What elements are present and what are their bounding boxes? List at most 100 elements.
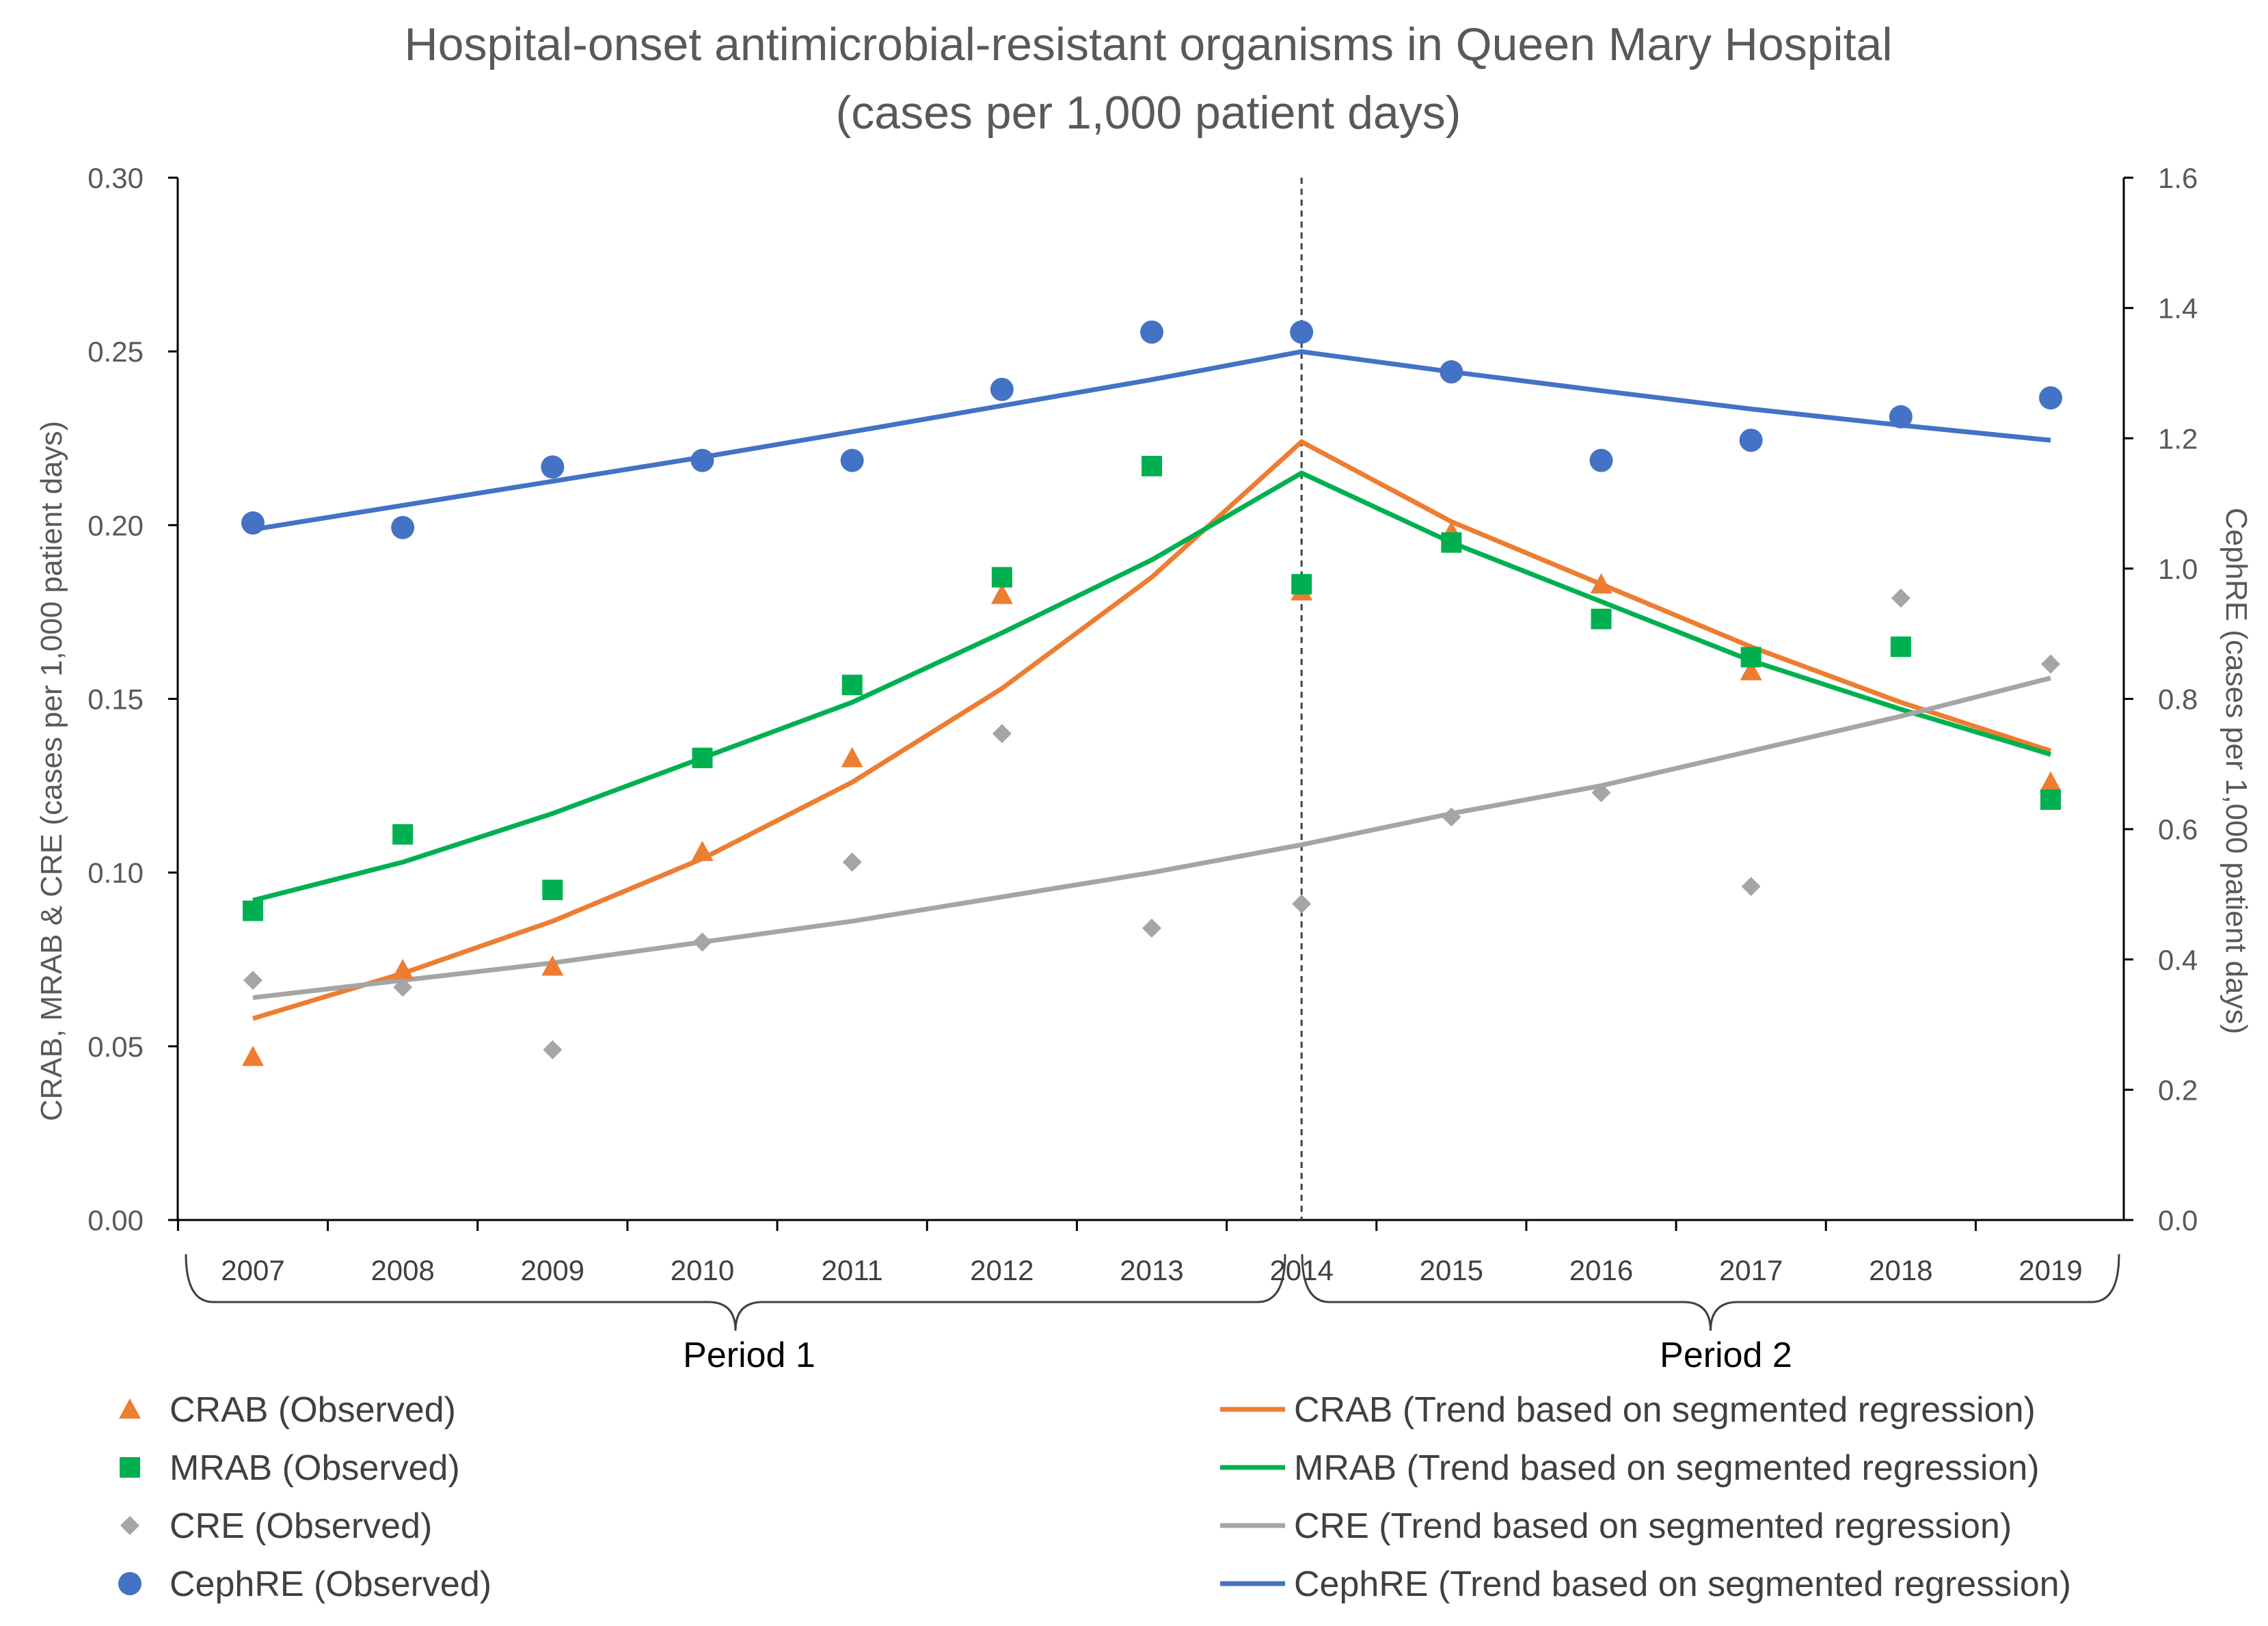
x-tick-label: 2011 <box>822 1254 883 1286</box>
cephre-observed-point <box>1739 429 1763 452</box>
chart-title-line1: Hospital-onset antimicrobial-resistant o… <box>405 18 1893 70</box>
cre-observed-point <box>1292 894 1312 914</box>
x-tick-label: 2013 <box>1120 1254 1183 1286</box>
y-left-tick-label: 0.25 <box>87 336 144 368</box>
cephre-trend-line <box>252 349 2051 532</box>
y-right-tick-label: 0.6 <box>2158 813 2198 845</box>
mrab-observed-point <box>1890 636 1911 658</box>
y-right-tick-label: 1.0 <box>2158 553 2198 585</box>
crab-trend-line <box>252 439 2052 1021</box>
cephre-observed-point <box>990 377 1014 401</box>
y-right-tick-label: 0.4 <box>2158 944 2198 976</box>
cre-observed-point <box>692 932 712 952</box>
mrab-observed-point <box>1441 532 1462 553</box>
cre-observed-point <box>543 1040 563 1059</box>
legend-cre-observed-marker <box>120 1516 139 1535</box>
y-right-tick-label: 1.2 <box>2158 422 2198 455</box>
cephre-observed-point <box>840 448 864 472</box>
mrab-observed-point <box>542 880 563 901</box>
mrab-observed-point <box>243 900 263 921</box>
period-2-label: Period 2 <box>1660 1336 1792 1375</box>
y-left-tick-label: 0.20 <box>87 509 144 541</box>
x-tick-label: 2010 <box>671 1254 734 1286</box>
x-tick-label: 2012 <box>970 1254 1034 1286</box>
mrab-observed-point <box>1142 455 1162 476</box>
mrab-observed-point <box>692 747 713 768</box>
cephre-observed-point <box>1889 405 1913 429</box>
cre-observed-point <box>1891 588 1911 608</box>
cre-observed-point <box>393 977 413 997</box>
crab-observed-point <box>392 959 414 979</box>
cre-observed-point <box>842 852 862 872</box>
legend-cephre-observed-label: CephRE (Observed) <box>170 1564 491 1604</box>
y-right-tick-label: 1.6 <box>2158 162 2198 194</box>
cre-observed-point <box>1142 919 1161 938</box>
y-left-tick-label: 0.10 <box>87 857 144 889</box>
cephre-observed-point <box>1440 360 1463 384</box>
mrab-trend-line <box>252 470 2052 903</box>
mrab-observed-point <box>1591 608 1612 629</box>
cephre-observed-point <box>690 448 714 472</box>
mrab-observed-point <box>991 567 1012 588</box>
chart-title: Hospital-onset antimicrobial-resistant o… <box>405 18 1893 139</box>
legend-cephre-observed-marker <box>118 1572 141 1595</box>
axes: 0.00 0.05 0.10 0.15 0.20 0.25 0.30 0.0 0.2 0.4 0.6… <box>87 162 2198 1286</box>
legend-mrab-trend-label: MRAB (Trend based on segmented regressio… <box>1294 1448 2040 1488</box>
legend-mrab-observed-marker <box>120 1457 140 1478</box>
y-right-tick-label: 0.0 <box>2158 1204 2198 1236</box>
cre-observed-point <box>1741 877 1761 896</box>
legend-cre-trend-label: CRE (Trend based on segmented regression… <box>1294 1506 2012 1546</box>
y-left-tick-label: 0.05 <box>87 1031 144 1063</box>
crab-observed-point <box>990 584 1013 604</box>
x-tick-label: 2019 <box>2019 1254 2082 1286</box>
legend: CRAB (Observed) MRAB (Observed) CRE (Obser… <box>118 1390 2071 1604</box>
mrab-observed-point <box>2040 789 2061 810</box>
cephre-observed-point <box>391 515 415 539</box>
legend-crab-observed-label: CRAB (Observed) <box>170 1390 456 1430</box>
mrab-observed-point <box>1291 573 1312 595</box>
series-layer <box>241 320 2062 1066</box>
y-right-tick-label: 1.4 <box>2158 293 2198 325</box>
legend-crab-trend-label: CRAB (Trend based on segmented regressio… <box>1294 1390 2036 1430</box>
x-tick-label: 2015 <box>1420 1254 1483 1286</box>
period-brackets: Period 1 Period 2 <box>185 1254 2120 1375</box>
x-tick-label: 2017 <box>1719 1254 1783 1286</box>
cephre-observed-point <box>1290 320 1314 344</box>
cre-observed-point <box>992 724 1012 744</box>
x-tick-label: 2008 <box>370 1254 434 1286</box>
crab-observed-point <box>242 1046 264 1066</box>
period-2-brace <box>1301 1254 2120 1331</box>
x-tick-label: 2009 <box>521 1254 584 1286</box>
crab-observed-point <box>541 955 564 976</box>
legend-cephre-trend-label: CephRE (Trend based on segmented regress… <box>1294 1564 2071 1604</box>
cephre-observed-point <box>1140 320 1163 344</box>
crab-observed-point <box>1590 573 1612 594</box>
crab-observed-point <box>841 746 863 768</box>
cre-observed-point <box>2041 654 2060 674</box>
cre-observed-point <box>1591 783 1611 802</box>
cre-observed-point <box>243 971 262 990</box>
cephre-observed-point <box>241 511 265 535</box>
period-1-brace <box>185 1254 1286 1331</box>
cre-observed-point <box>1442 807 1461 827</box>
y-axis-right-label: CephRE (cases per 1,000 patient days) <box>2219 508 2253 1034</box>
y-right-tick-label: 0.2 <box>2158 1074 2198 1106</box>
legend-mrab-observed-label: MRAB (Observed) <box>170 1448 460 1488</box>
mrab-observed-point <box>1740 647 1761 668</box>
cephre-observed-point <box>541 455 565 479</box>
y-left-tick-label: 0.15 <box>87 683 144 716</box>
crab-observed-point <box>691 841 714 861</box>
crab-observed-point <box>1740 660 1762 681</box>
y-left-tick-label: 0.30 <box>87 162 144 194</box>
cephre-observed-point <box>1589 448 1613 472</box>
mrab-observed-point <box>392 824 414 845</box>
legend-cre-observed-label: CRE (Observed) <box>170 1506 432 1546</box>
y-left-tick-label: 0.00 <box>87 1204 144 1236</box>
y-axis-left-label: CRAB, MRAB & CRE (cases per 1,000 patien… <box>35 421 68 1122</box>
cre-trend-line <box>252 675 2051 1001</box>
crab-observed-point <box>2040 771 2062 792</box>
cephre-observed-point <box>2039 386 2062 410</box>
y-right-tick-label: 0.8 <box>2158 683 2198 716</box>
chart-title-line2: (cases per 1,000 patient days) <box>836 87 1461 139</box>
